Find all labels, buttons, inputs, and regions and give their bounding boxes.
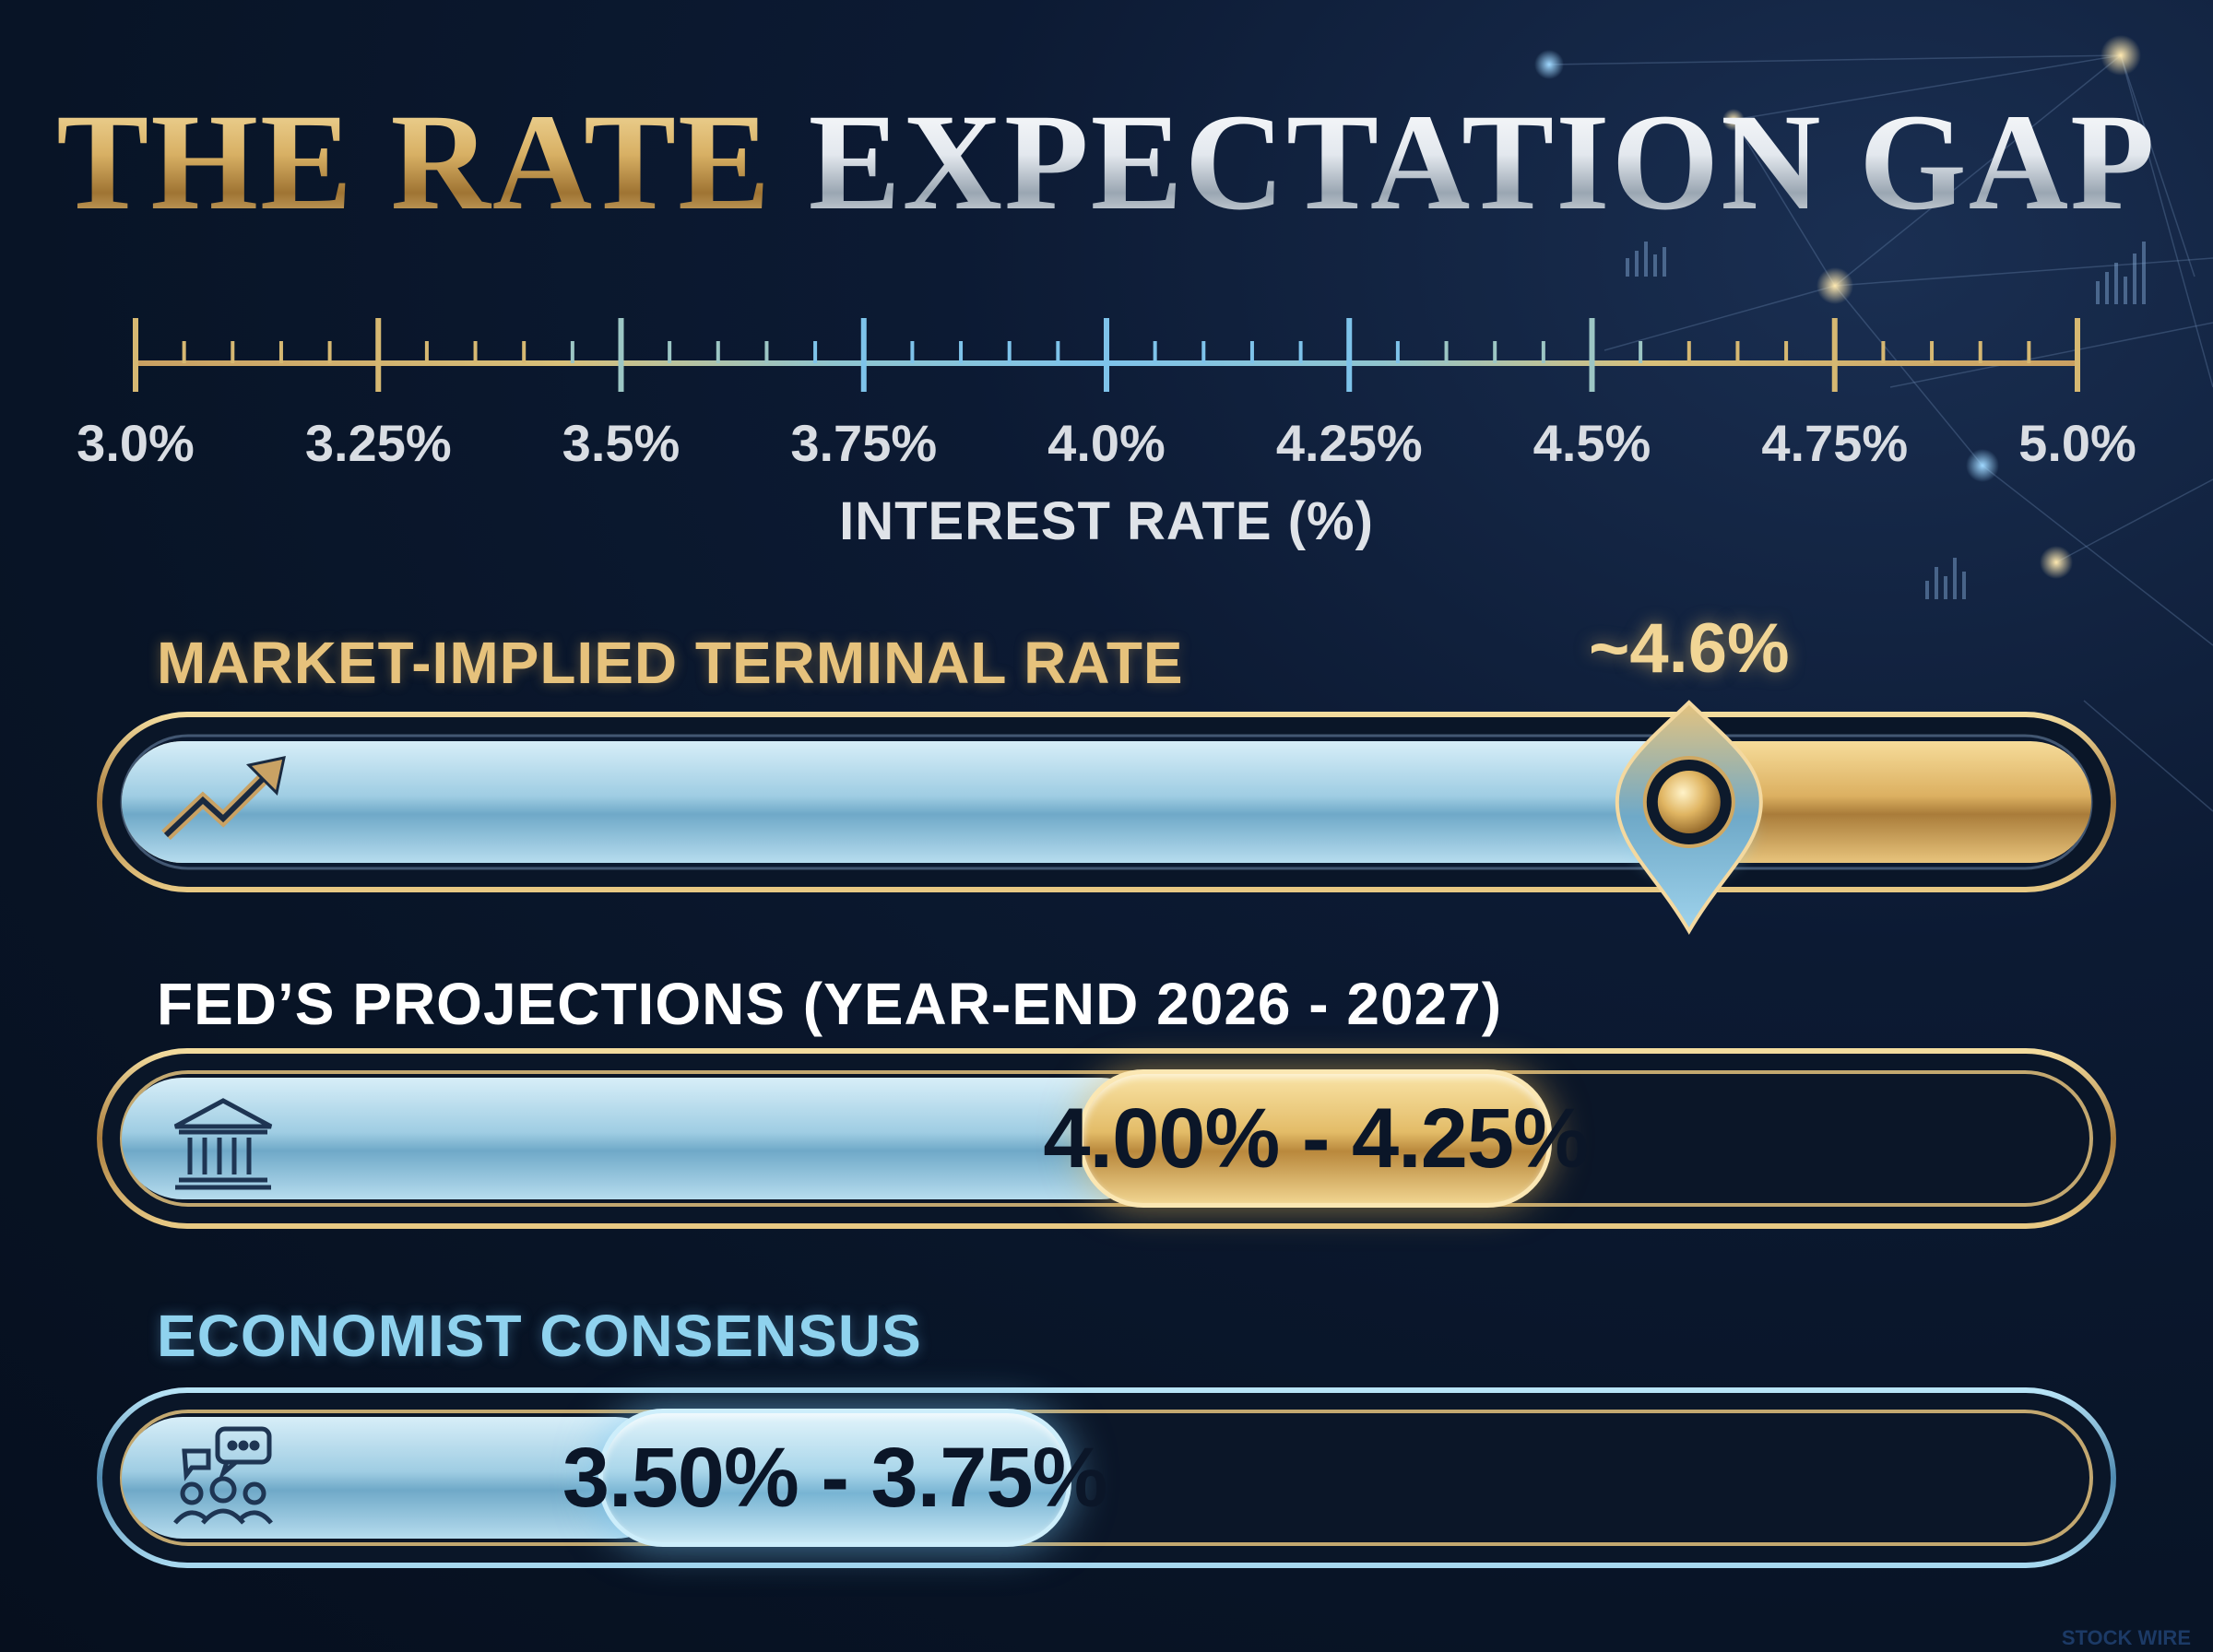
bank-building-icon [173,1098,273,1190]
page-title: THE RATE EXPECTATION GAP [0,83,2213,242]
group-chat-icon [173,1426,273,1525]
scale-tick-labels: 3.0% 3.25% 3.5% 3.75% 4.0% 4.25% 4.5% 4.75% 5.0% [77,414,2136,472]
econ-range-pill: 3.50% - 3.75% [562,1409,1107,1547]
tick-label: 4.75% [1761,414,1908,472]
econ-bar-fill [122,1417,677,1539]
fed-projections-label: FED’S PROJECTIONS (YEAR-END 2026 - 2027) [157,971,1503,1037]
scale-major-ticks [133,318,2080,392]
title-part-silver: EXPECTATION GAP [808,86,2157,239]
market-implied-label: MARKET-IMPLIED TERMINAL RATE [157,630,1184,696]
market-bar-fill-blue [122,741,1726,863]
market-rate-value: ~4.6% [1588,609,1790,688]
tick-label: 3.0% [77,414,195,472]
fed-bar-fill [122,1078,1162,1199]
economist-consensus-label: ECONOMIST CONSENSUS [157,1303,922,1369]
axis-label: INTEREST RATE (%) [839,491,1374,551]
fed-range-pill: 4.00% - 4.25% [1043,1069,1589,1208]
tick-label: 3.25% [305,414,452,472]
scale-minor-ticks [182,341,2031,363]
rate-scale: 3.0% 3.25% 3.5% 3.75% 4.0% 4.25% 4.5% 4.75% 5.0% [77,318,2136,472]
market-rate-marker [1615,700,1763,935]
trending-up-arrow-icon [161,756,286,841]
tick-label: 4.5% [1533,414,1651,472]
tick-label: 4.25% [1276,414,1423,472]
watermark: STOCK WIRE [2061,1626,2191,1649]
tick-label: 5.0% [2018,414,2136,472]
title-part-gold: THE RATE [56,86,773,239]
tick-label: 4.0% [1047,414,1166,472]
tick-label: 3.75% [790,414,937,472]
tick-label: 3.5% [562,414,680,472]
